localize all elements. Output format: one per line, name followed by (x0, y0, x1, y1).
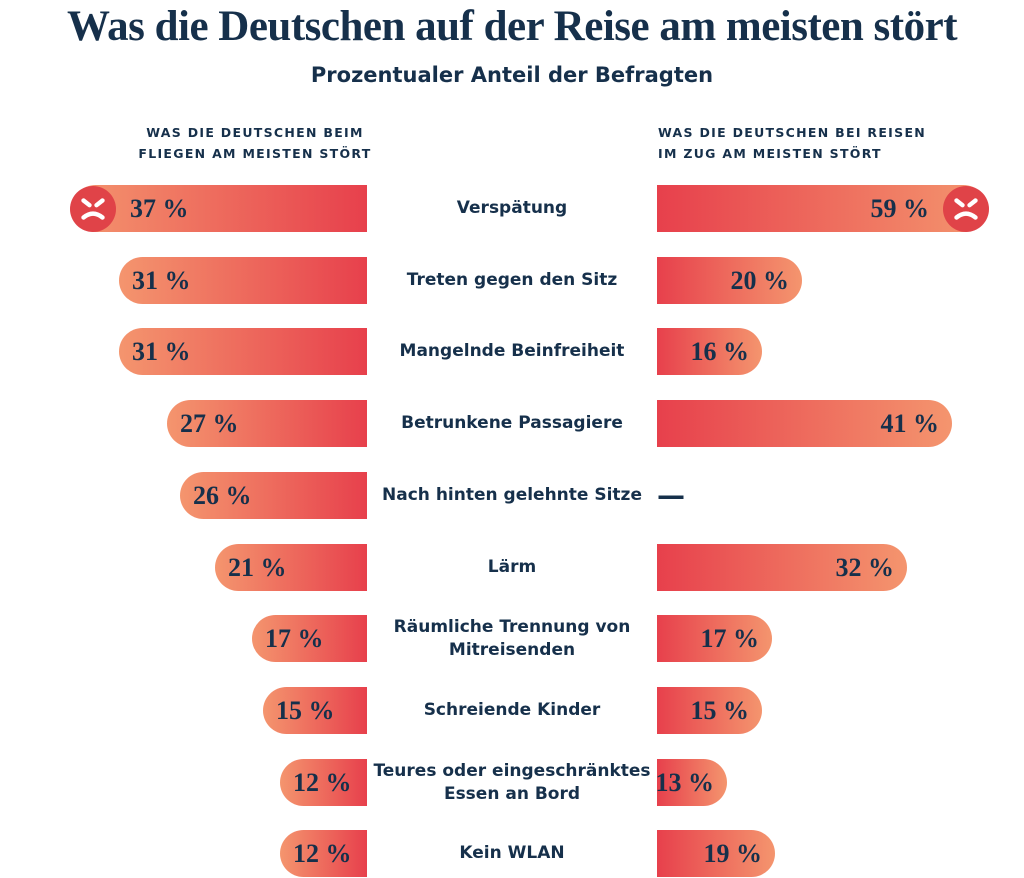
flight-bar: 27 % (167, 400, 367, 447)
train-value: 15 % (690, 695, 750, 725)
train-value: 32 % (835, 552, 895, 582)
train-value: 41 % (880, 408, 940, 438)
train-bar: 41 % (657, 400, 952, 447)
angry-face-icon (70, 185, 116, 232)
train-bar: 16 % (657, 328, 762, 375)
no-data-dash: — (657, 478, 685, 512)
category-label: Treten gegen den Sitz (406, 270, 618, 290)
category-label: Räumliche Trennung von Mitreisenden (393, 616, 631, 660)
train-value: 13 % (655, 767, 715, 797)
train-bar: 13 % (655, 759, 727, 806)
train-bar: 59 % (657, 185, 989, 232)
train-bar: 17 % (657, 615, 772, 662)
train-column-header: Was die Deutschen bei Reisen im Zug am m… (658, 123, 1018, 164)
train-value: 16 % (690, 336, 750, 366)
category-label: Betrunkene Passagiere (401, 413, 623, 433)
train-value: 19 % (703, 838, 763, 868)
flight-value: 31 % (132, 265, 191, 295)
flight-column-header-line1: Was die Deutschen beim (146, 125, 364, 140)
flight-value: 12 % (293, 838, 352, 868)
train-column-header-line1: Was die Deutschen bei Reisen (658, 125, 927, 140)
flight-column-header-line2: Fliegen am meisten stört (138, 145, 372, 161)
flight-bar: 15 % (263, 687, 367, 734)
train-bar: 19 % (657, 830, 775, 877)
train-bar: 20 % (657, 257, 802, 304)
flight-column-header: Was die Deutschen beim Fliegen am meiste… (80, 123, 430, 164)
category-label: Kein WLAN (459, 843, 565, 863)
flight-value: 21 % (228, 552, 287, 582)
page-title: Was die Deutschen auf der Reise am meist… (66, 3, 958, 50)
train-value: 59 % (870, 193, 930, 223)
category-label: Schreiende Kinder (423, 700, 601, 720)
flight-value: 17 % (265, 623, 324, 653)
flight-value: 15 % (276, 695, 335, 725)
flight-bar: 21 % (215, 544, 367, 591)
angry-face-icon (943, 185, 989, 232)
flight-bar: 31 % (119, 328, 367, 375)
flight-value: 27 % (180, 408, 239, 438)
train-column-header-line2: im Zug am meisten stört (658, 145, 882, 161)
category-label: Nach hinten gelehnte Sitze (382, 485, 642, 505)
train-bar: 15 % (657, 687, 762, 734)
train-value: 17 % (700, 623, 760, 653)
category-label: Teures oder eingeschränktes Essen an Bor… (373, 760, 651, 804)
train-value: 20 % (730, 265, 790, 295)
flight-bar: 12 % (280, 759, 367, 806)
flight-value: 37 % (130, 193, 189, 223)
flight-value: 26 % (193, 480, 252, 510)
flight-bar: 17 % (252, 615, 367, 662)
category-label: Verspätung (456, 198, 568, 218)
category-label: Mangelnde Beinfreiheit (399, 341, 625, 361)
train-bar: 32 % (657, 544, 907, 591)
flight-bar: 26 % (180, 472, 367, 519)
flight-value: 12 % (293, 767, 352, 797)
flight-bar: 31 % (119, 257, 367, 304)
chart-subtitle: Prozentualer Anteil der Befragten (310, 63, 714, 87)
flight-bar: 37 % (70, 185, 367, 232)
flight-bar: 12 % (280, 830, 367, 877)
category-label: Lärm (487, 557, 537, 577)
flight-value: 31 % (132, 336, 191, 366)
